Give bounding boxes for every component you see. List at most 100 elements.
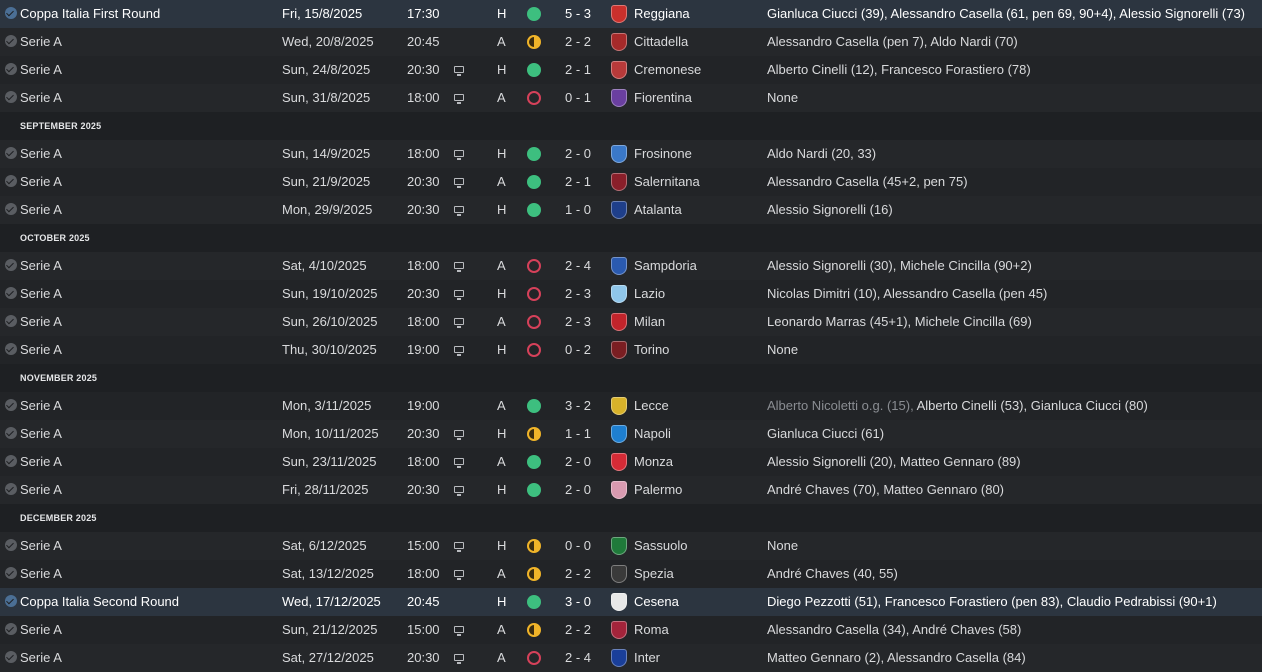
fixture-row[interactable]: Serie A Sun, 26/10/2025 18:00 A 2 - 3 Mi…: [0, 308, 1262, 336]
club-badge-icon: [611, 89, 627, 107]
score[interactable]: 0 - 1: [565, 90, 592, 105]
opponent[interactable]: Spezia: [634, 566, 674, 581]
fixture-row[interactable]: Serie A Wed, 20/8/2025 20:45 A 2 - 2 Cit…: [0, 28, 1262, 56]
fixture-row[interactable]: Serie A Mon, 3/11/2025 19:00 A 3 - 2 Lec…: [0, 392, 1262, 420]
result-win-icon: [527, 455, 541, 469]
score[interactable]: 2 - 4: [565, 258, 592, 273]
score[interactable]: 3 - 0: [565, 594, 592, 609]
club-badge-icon: [611, 397, 627, 415]
fixture-row[interactable]: Serie A Sun, 21/9/2025 20:30 A 2 - 1 Sal…: [0, 168, 1262, 196]
score[interactable]: 0 - 2: [565, 342, 592, 357]
score[interactable]: 1 - 1: [565, 426, 592, 441]
check-icon: [5, 35, 17, 47]
opponent[interactable]: Napoli: [634, 426, 671, 441]
opponent[interactable]: Monza: [634, 454, 674, 469]
match-date: Sat, 6/12/2025: [282, 538, 367, 553]
score[interactable]: 5 - 3: [565, 6, 592, 21]
opponent[interactable]: Frosinone: [634, 146, 692, 161]
month-label: DECEMBER 2025: [20, 513, 97, 523]
score[interactable]: 2 - 3: [565, 286, 592, 301]
opponent[interactable]: Atalanta: [634, 202, 682, 217]
fixture-row[interactable]: Serie A Sun, 19/10/2025 20:30 H 2 - 3 La…: [0, 280, 1262, 308]
fixture-row[interactable]: Serie A Sun, 31/8/2025 18:00 A 0 - 1 Fio…: [0, 84, 1262, 112]
fixture-row[interactable]: Coppa Italia First Round Fri, 15/8/2025 …: [0, 0, 1262, 28]
venue: A: [497, 566, 506, 581]
month-header: SEPTEMBER 2025: [0, 112, 1262, 140]
result-loss-icon: [527, 91, 541, 105]
score[interactable]: 0 - 0: [565, 538, 592, 553]
fixture-row[interactable]: Coppa Italia Second Round Wed, 17/12/202…: [0, 588, 1262, 616]
check-icon: [5, 315, 17, 327]
fixture-row[interactable]: Serie A Sun, 21/12/2025 15:00 A 2 - 2 Ro…: [0, 616, 1262, 644]
venue: H: [497, 146, 507, 161]
result-win-icon: [527, 147, 541, 161]
fixture-row[interactable]: Serie A Sat, 13/12/2025 18:00 A 2 - 2 Sp…: [0, 560, 1262, 588]
opponent[interactable]: Torino: [634, 342, 670, 357]
score[interactable]: 2 - 1: [565, 174, 592, 189]
score[interactable]: 2 - 2: [565, 34, 592, 49]
kickoff-time: 19:00: [407, 398, 440, 413]
score[interactable]: 1 - 0: [565, 202, 592, 217]
check-icon: [5, 483, 17, 495]
result-win-icon: [527, 7, 541, 21]
opponent[interactable]: Lecce: [634, 398, 669, 413]
check-icon: [5, 399, 17, 411]
fixture-row[interactable]: Serie A Mon, 29/9/2025 20:30 H 1 - 0 Ata…: [0, 196, 1262, 224]
fixture-row[interactable]: Serie A Sat, 27/12/2025 20:30 A 2 - 4 In…: [0, 644, 1262, 672]
fixture-row[interactable]: Serie A Sat, 4/10/2025 18:00 A 2 - 4 Sam…: [0, 252, 1262, 280]
opponent[interactable]: Milan: [634, 314, 666, 329]
fixture-row[interactable]: Serie A Sun, 14/9/2025 18:00 H 2 - 0 Fro…: [0, 140, 1262, 168]
competition: Serie A: [20, 454, 62, 469]
fixture-row[interactable]: Serie A Sun, 23/11/2025 18:00 A 2 - 0 Mo…: [0, 448, 1262, 476]
fixture-row[interactable]: Serie A Mon, 10/11/2025 20:30 H 1 - 1 Na…: [0, 420, 1262, 448]
venue: H: [497, 342, 507, 357]
kickoff-time: 18:00: [407, 566, 440, 581]
result-win-icon: [527, 483, 541, 497]
opponent[interactable]: Fiorentina: [634, 90, 692, 105]
kickoff-time: 18:00: [407, 146, 440, 161]
score[interactable]: 2 - 0: [565, 482, 592, 497]
fixture-row[interactable]: Serie A Thu, 30/10/2025 19:00 H 0 - 2 To…: [0, 336, 1262, 364]
opponent[interactable]: Cittadella: [634, 34, 689, 49]
opponent[interactable]: Palermo: [634, 482, 683, 497]
kickoff-time: 18:00: [407, 314, 440, 329]
score[interactable]: 2 - 0: [565, 454, 592, 469]
club-badge-icon: [611, 453, 627, 471]
check-icon: [5, 175, 17, 187]
club-badge-icon: [611, 593, 627, 611]
score[interactable]: 2 - 2: [565, 622, 592, 637]
scorers: Gianluca Ciucci (39), Alessandro Casella…: [767, 6, 1246, 21]
match-date: Sun, 31/8/2025: [282, 90, 371, 105]
club-badge-icon: [611, 537, 627, 555]
kickoff-time: 20:30: [407, 426, 440, 441]
venue: A: [497, 398, 506, 413]
score[interactable]: 3 - 2: [565, 398, 592, 413]
opponent[interactable]: Inter: [634, 650, 661, 665]
score[interactable]: 2 - 1: [565, 62, 592, 77]
opponent[interactable]: Cesena: [634, 594, 679, 609]
scorers: Alberto Cinelli (12), Francesco Forastie…: [767, 62, 1031, 77]
kickoff-time: 18:00: [407, 454, 440, 469]
kickoff-time: 18:00: [407, 90, 440, 105]
opponent[interactable]: Sampdoria: [634, 258, 697, 273]
fixture-row[interactable]: Serie A Sun, 24/8/2025 20:30 H 2 - 1 Cre…: [0, 56, 1262, 84]
match-date: Mon, 3/11/2025: [282, 398, 372, 413]
club-badge-icon: [611, 481, 627, 499]
opponent[interactable]: Cremonese: [634, 62, 702, 77]
fixture-row[interactable]: Serie A Fri, 28/11/2025 20:30 H 2 - 0 Pa…: [0, 476, 1262, 504]
opponent[interactable]: Salernitana: [634, 174, 700, 189]
opponent[interactable]: Reggiana: [634, 6, 690, 21]
kickoff-time: 15:00: [407, 622, 440, 637]
opponent[interactable]: Lazio: [634, 286, 666, 301]
month-label: SEPTEMBER 2025: [20, 121, 102, 131]
opponent[interactable]: Sassuolo: [634, 538, 688, 553]
score[interactable]: 2 - 4: [565, 650, 592, 665]
score[interactable]: 2 - 0: [565, 146, 592, 161]
score[interactable]: 2 - 3: [565, 314, 592, 329]
month-header: NOVEMBER 2025: [0, 364, 1262, 392]
score[interactable]: 2 - 2: [565, 566, 592, 581]
opponent[interactable]: Roma: [634, 622, 669, 637]
venue: H: [497, 6, 507, 21]
fixture-row[interactable]: Serie A Sat, 6/12/2025 15:00 H 0 - 0 Sas…: [0, 532, 1262, 560]
scorers: André Chaves (40, 55): [767, 566, 898, 581]
